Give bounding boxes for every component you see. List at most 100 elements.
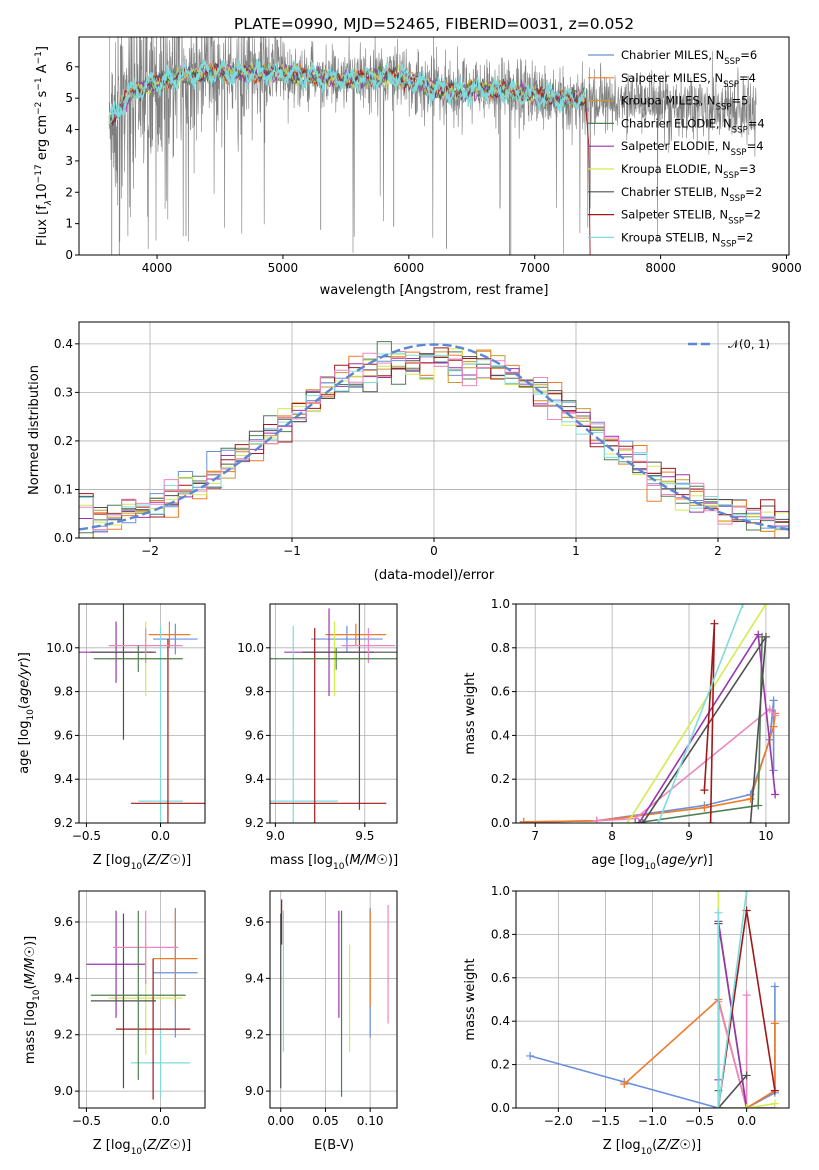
weight-point-marker — [526, 1051, 535, 1060]
legend-eq: = — [740, 48, 750, 62]
weight-point-marker — [654, 819, 663, 823]
y-tick-label: 9.8 — [54, 685, 73, 699]
x-tick-label: 9.0 — [266, 829, 285, 843]
label-part: age [log — [591, 853, 644, 868]
legend-eq: = — [736, 230, 746, 244]
y-label-part: −17 — [34, 164, 44, 183]
weight-point-marker — [620, 1080, 629, 1089]
x-tick-label: 9 — [685, 829, 693, 843]
y-axis-label: mass weight — [463, 958, 478, 1040]
label-part: ( — [652, 1138, 657, 1153]
plot-area — [270, 604, 397, 823]
x-tick-label: −0.5 — [72, 829, 101, 843]
x-tick-label: 0.0 — [151, 829, 170, 843]
legend-nssp: 2 — [755, 185, 762, 199]
label-part: )] — [17, 652, 32, 662]
y-tick-label: 0.0 — [491, 816, 510, 830]
y-tick-label: 0.4 — [491, 728, 510, 742]
weight-point-marker — [638, 819, 647, 823]
y-tick-label: 9.2 — [245, 816, 264, 830]
weight-point-marker — [761, 604, 770, 608]
grid-lines — [270, 891, 397, 1108]
y-tick-label: 0.2 — [491, 772, 510, 786]
x-tick-label: 7 — [531, 829, 539, 843]
y-tick-label: 10.0 — [46, 641, 73, 655]
y-tick-label: 9.8 — [245, 685, 264, 699]
residuals-panel: −2 −1 0 1 2 0.0 0.1 0.2 0.3 0.4 𝒩(0, 1) (data-model… — [27, 321, 790, 583]
weight-point-marker — [769, 696, 778, 705]
y-tick-label: 0.8 — [491, 927, 510, 941]
grid-lines — [516, 603, 789, 824]
y-tick-label: 5 — [65, 91, 73, 105]
legend-entry: Salpeter STELIB, NSSP=2 — [621, 208, 761, 227]
y-tick-label: 2 — [65, 185, 73, 199]
axes-frame — [515, 603, 790, 824]
histogram-step-line — [79, 352, 789, 538]
plot-area — [79, 604, 205, 823]
y-tick-label: 9.4 — [54, 772, 73, 786]
y-tick-label: 9.2 — [245, 1028, 264, 1042]
legend-entry: Salpeter ELODIE, NSSP=4 — [621, 139, 764, 158]
x-axis-label: Z [log10(Z/Z☉)] — [603, 1138, 701, 1157]
y-tick-label: 6 — [65, 60, 73, 74]
x-tick-label: 0 — [430, 544, 438, 558]
label-part: 10 — [32, 989, 42, 1001]
x-tick-label: 9000 — [771, 261, 802, 275]
legend-name: Salpeter MILES — [621, 71, 707, 85]
spectrum-panel: 4000 5000 6000 7000 8000 90000123456Chabrier … — [34, 36, 802, 298]
label-part: Z/Z☉ — [146, 853, 181, 868]
legend-name: Chabrier ELODIE — [621, 116, 716, 130]
legend-sep: , N — [700, 94, 716, 108]
x-tick-label: 4000 — [142, 261, 173, 275]
legend-sub: SSP — [723, 171, 739, 181]
weight-point-marker — [714, 891, 723, 895]
weight-point-marker — [742, 991, 751, 1000]
legend-sep: , N — [705, 230, 721, 244]
x-tick-label: −2 — [141, 544, 159, 558]
label-part: ( — [656, 853, 661, 868]
y-axis-label: mass [log10(M/M☉)] — [23, 936, 42, 1064]
legend-name: Kroupa ELODIE — [621, 162, 707, 176]
mass-vs-metallicity-panel: −0.5 0.09.09.29.49.6Z [log10(Z/Z☉)]mass [… — [23, 890, 206, 1157]
axes-frame — [515, 890, 790, 1109]
age-vs-metallicity-panel: −0.5 0.09.29.49.69.810.0Z [log10(Z/Z☉)]ag… — [17, 603, 206, 872]
label-part: age/yr — [661, 853, 704, 868]
label-part: mass [log — [270, 853, 333, 868]
legend-entry: Chabrier STELIB, NSSP=2 — [621, 185, 762, 204]
y-axis-label: Flux [fλ10−17 erg cm−2 s−1 A−1] — [34, 46, 54, 246]
y-tick-label: 0.6 — [491, 685, 510, 699]
legend-name: Kroupa MILES — [621, 94, 700, 108]
label-part: ( — [142, 1138, 147, 1153]
y-tick-label: 0.0 — [491, 1101, 510, 1115]
label-part: Z [log — [93, 853, 131, 868]
y-tick-label: 0.2 — [491, 1058, 510, 1072]
weight-point-marker — [635, 819, 644, 823]
axes-frame — [78, 321, 790, 539]
label-part: )] — [181, 853, 191, 868]
grid-lines — [79, 891, 205, 1108]
weight-point-marker — [700, 803, 709, 812]
plot-area — [519, 604, 780, 823]
y-tick-label: 0.4 — [54, 337, 73, 351]
legend-sep: , N — [707, 71, 723, 85]
x-axis-label: Z [log10(Z/Z☉)] — [93, 853, 191, 872]
legend-sub: SSP — [723, 80, 739, 90]
legend-eq: = — [739, 162, 749, 176]
legend-entry: Kroupa ELODIE, NSSP=3 — [621, 162, 756, 181]
x-axis-label: mass [log10(M/M☉)] — [270, 853, 398, 872]
label-part: Z/Z☉ — [656, 1138, 691, 1153]
weight-point-marker — [771, 711, 780, 720]
model-spectrum-line — [108, 61, 586, 126]
weight-point-marker — [592, 816, 601, 823]
y-label-part: erg cm — [35, 115, 50, 164]
legend-eq: = — [747, 139, 757, 153]
legend-nssp: 4 — [756, 139, 763, 153]
y-tick-label: 1.0 — [491, 597, 510, 611]
label-part: Z [log — [93, 1138, 131, 1153]
mass-vs-reddening-panel: 0.00 0.05 0.10 9.0 9.2 9.4 9.6 E(B-V) — [245, 890, 398, 1153]
legend-entry: Kroupa STELIB, NSSP=2 — [621, 230, 753, 249]
weight-point-marker — [742, 891, 751, 895]
y-label-part: −1 — [34, 77, 44, 90]
y-label-part: λ — [44, 200, 54, 206]
mass-weight-vs-age-panel: 7 8 9 10 0.0 0.2 0.4 0.6 0.8 1.0 mass weight age [l… — [463, 597, 790, 872]
